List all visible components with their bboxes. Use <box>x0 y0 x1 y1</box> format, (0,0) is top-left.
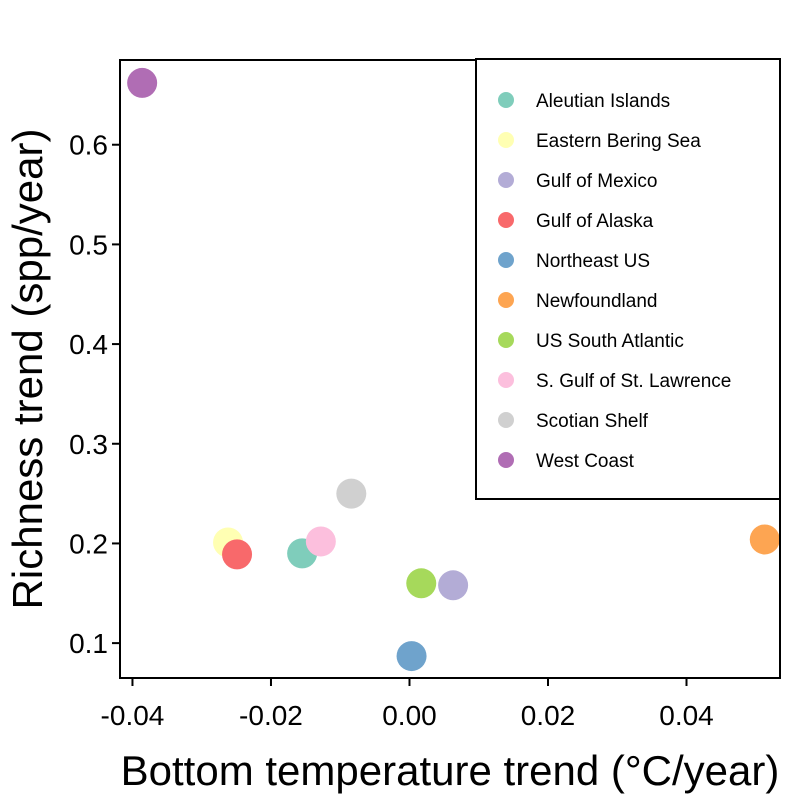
legend-swatch <box>498 212 514 228</box>
data-point <box>305 526 336 557</box>
x-tick-label: 0.02 <box>521 700 576 731</box>
x-tick-label: -0.02 <box>239 700 303 731</box>
legend-item: Gulf of Alaska <box>498 211 654 232</box>
y-tick-label: 0.1 <box>69 628 108 659</box>
data-point <box>396 641 427 672</box>
legend-label: Scotian Shelf <box>536 411 649 432</box>
legend-label: S. Gulf of St. Lawrence <box>536 371 731 392</box>
y-tick-label: 0.2 <box>69 528 108 559</box>
legend-item: US South Atlantic <box>498 331 684 352</box>
legend-swatch <box>498 92 514 108</box>
y-tick-label: 0.4 <box>69 329 108 360</box>
legend-swatch <box>498 412 514 428</box>
legend-item: Eastern Bering Sea <box>498 131 701 152</box>
legend-swatch <box>498 172 514 188</box>
data-point <box>222 539 253 570</box>
legend: Aleutian Islands Eastern Bering Sea Gulf o… <box>475 58 781 500</box>
legend-label: Gulf of Mexico <box>536 171 657 192</box>
data-point <box>336 478 367 509</box>
x-tick-label: 0.04 <box>659 700 714 731</box>
x-tick-label: 0.00 <box>382 700 437 731</box>
data-point <box>406 568 437 599</box>
legend-swatch <box>498 452 514 468</box>
data-points <box>127 67 780 672</box>
legend-label: West Coast <box>536 451 635 472</box>
legend-box <box>475 58 781 500</box>
legend-item: S. Gulf of St. Lawrence <box>498 371 731 392</box>
legend-label: Aleutian Islands <box>536 91 670 112</box>
y-axis-ticks: 0.1 0.2 0.3 0.4 0.5 0.6 <box>69 130 120 659</box>
legend-swatch <box>498 252 514 268</box>
legend-label: Eastern Bering Sea <box>536 131 701 152</box>
legend-swatch <box>498 292 514 308</box>
legend-label: Newfoundland <box>536 291 657 312</box>
y-axis-title: Richness trend (spp/year) <box>4 129 51 610</box>
legend-label: Gulf of Alaska <box>536 211 654 232</box>
legend-label: Northeast US <box>536 251 650 272</box>
legend-label: US South Atlantic <box>536 331 684 352</box>
data-point <box>438 570 469 601</box>
legend-item: West Coast <box>498 451 635 472</box>
y-tick-label: 0.3 <box>69 429 108 460</box>
x-axis-title: Bottom temperature trend (°C/year) <box>121 747 780 794</box>
data-point <box>127 67 158 98</box>
legend-swatch <box>498 372 514 388</box>
legend-items: Aleutian Islands Eastern Bering Sea Gulf o… <box>498 91 731 472</box>
legend-item: Aleutian Islands <box>498 91 670 112</box>
legend-item: Northeast US <box>498 251 650 272</box>
legend-swatch <box>498 132 514 148</box>
y-tick-label: 0.6 <box>69 130 108 161</box>
legend-swatch <box>498 332 514 348</box>
legend-item: Scotian Shelf <box>498 411 649 432</box>
legend-item: Gulf of Mexico <box>498 171 657 192</box>
data-point <box>749 524 780 555</box>
x-tick-label: -0.04 <box>101 700 165 731</box>
y-tick-label: 0.5 <box>69 229 108 260</box>
x-axis-ticks: -0.04 -0.02 0.00 0.02 0.04 <box>101 678 714 731</box>
legend-item: Newfoundland <box>498 291 657 312</box>
